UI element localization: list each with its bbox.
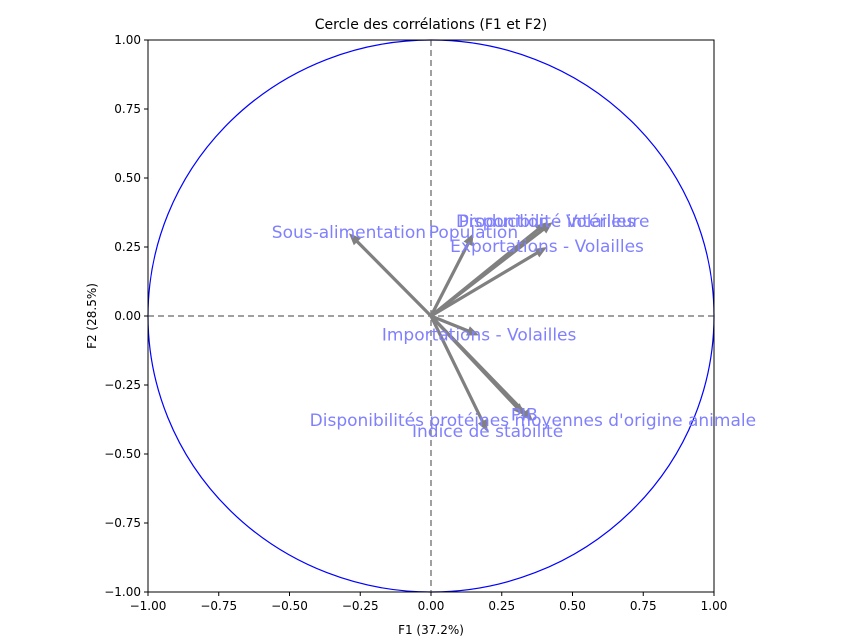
y-tick-label: 0.75 [114, 102, 141, 116]
plot-area: Sous-alimentation PopulationDisponibilité… [104, 33, 756, 613]
vector-arrow-line [429, 314, 475, 335]
vector-arrow-head [520, 408, 533, 421]
vector-label: Sous-alimentation [272, 223, 426, 243]
vector-arrow-head [477, 418, 488, 432]
vector-label: Population [429, 223, 518, 243]
vector-label: Disponibilités protéines moyennes d'orig… [310, 411, 756, 431]
y-tick-label: 0.25 [114, 240, 141, 254]
x-tick-label: 0.50 [559, 599, 586, 613]
vector-arrow-line [429, 238, 472, 318]
vector-arrow-head [534, 222, 548, 234]
vector-arrow-head [512, 403, 525, 416]
x-tick-label: −1.00 [130, 599, 167, 613]
x-tick-label: 0.25 [488, 599, 515, 613]
x-axis-title: F1 (37.2%) [398, 623, 464, 637]
vector-arrow-head [534, 247, 548, 258]
x-tick-label: −0.50 [271, 599, 308, 613]
vector-label: Indice de stabilité [412, 422, 563, 442]
chart-title: Cercle des corrélations (F1 et F2) [315, 17, 547, 33]
y-tick-label: 1.00 [114, 33, 141, 47]
vector-arrow-line [429, 314, 487, 428]
vector-arrow-line [352, 236, 433, 318]
vector-arrow-head [348, 233, 361, 246]
x-tick-label: 0.00 [418, 599, 445, 613]
y-tick-label: −0.75 [104, 516, 141, 530]
vector-arrow-line [429, 249, 543, 318]
y-tick-label: −1.00 [104, 585, 141, 599]
vector-label: Production - Volailles [459, 212, 636, 232]
vector-arrow-head [466, 326, 480, 336]
y-tick-label: 0.50 [114, 171, 141, 185]
y-tick-label: 0.00 [114, 309, 141, 323]
vector-label: Disponibilité intérieure [456, 212, 650, 232]
vector-arrow-line [429, 225, 544, 318]
y-axis-title: F2 (28.5%) [85, 283, 99, 349]
y-tick-label: −0.25 [104, 378, 141, 392]
vector-label: Exportations - Volailles [450, 237, 644, 257]
x-tick-label: −0.75 [200, 599, 237, 613]
x-tick-label: 1.00 [701, 599, 728, 613]
x-tick-label: −0.25 [342, 599, 379, 613]
x-tick-label: 0.75 [630, 599, 657, 613]
vector-arrow-head [463, 233, 474, 247]
vector-arrow-line [429, 314, 530, 418]
y-tick-label: −0.50 [104, 447, 141, 461]
vector-label: PIB [511, 405, 538, 425]
vector-label: Importations - Volailles [382, 325, 577, 345]
